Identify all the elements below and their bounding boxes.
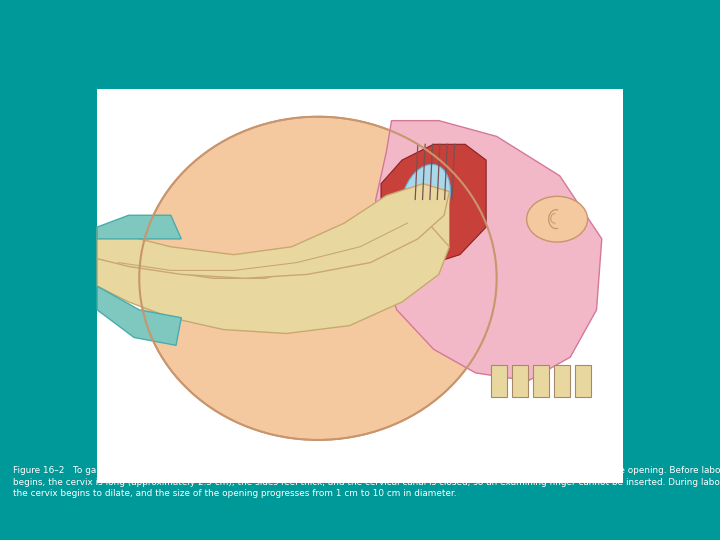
- Polygon shape: [97, 286, 181, 346]
- FancyBboxPatch shape: [533, 364, 549, 397]
- Polygon shape: [97, 215, 181, 239]
- Ellipse shape: [139, 117, 497, 440]
- Polygon shape: [97, 184, 449, 334]
- FancyBboxPatch shape: [575, 364, 591, 397]
- Polygon shape: [97, 219, 449, 334]
- FancyBboxPatch shape: [97, 89, 623, 483]
- FancyBboxPatch shape: [491, 364, 507, 397]
- Polygon shape: [376, 120, 602, 381]
- FancyBboxPatch shape: [554, 364, 570, 397]
- Circle shape: [526, 197, 588, 242]
- Text: Figure 16–2   To gauge cervical dilatation, the nurse place the index and middle: Figure 16–2 To gauge cervical dilatation…: [13, 466, 720, 498]
- Polygon shape: [97, 184, 449, 278]
- FancyBboxPatch shape: [512, 364, 528, 397]
- Ellipse shape: [401, 164, 451, 234]
- Polygon shape: [381, 144, 486, 266]
